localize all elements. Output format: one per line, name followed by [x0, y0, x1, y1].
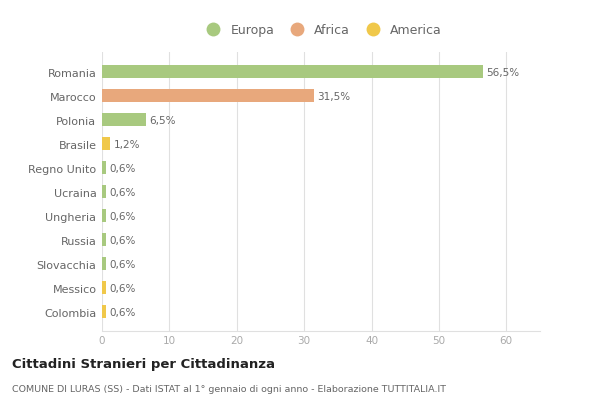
Text: 31,5%: 31,5%	[317, 91, 351, 101]
Bar	[102, 90, 314, 103]
Text: 56,5%: 56,5%	[486, 67, 519, 77]
Bar	[102, 281, 106, 294]
Bar	[102, 162, 106, 175]
Bar	[102, 66, 483, 79]
Text: 0,6%: 0,6%	[109, 187, 136, 197]
Bar	[102, 306, 106, 319]
Text: 0,6%: 0,6%	[109, 259, 136, 269]
Text: 0,6%: 0,6%	[109, 211, 136, 221]
Bar	[102, 209, 106, 223]
Bar	[102, 138, 110, 151]
Text: 0,6%: 0,6%	[109, 235, 136, 245]
Bar	[102, 114, 146, 127]
Text: 6,5%: 6,5%	[149, 115, 176, 125]
Text: Cittadini Stranieri per Cittadinanza: Cittadini Stranieri per Cittadinanza	[12, 357, 275, 370]
Text: 0,6%: 0,6%	[109, 163, 136, 173]
Text: 0,6%: 0,6%	[109, 307, 136, 317]
Text: 0,6%: 0,6%	[109, 283, 136, 293]
Bar	[102, 234, 106, 247]
Bar	[102, 258, 106, 271]
Legend: Europa, Africa, America: Europa, Africa, America	[197, 20, 445, 41]
Text: COMUNE DI LURAS (SS) - Dati ISTAT al 1° gennaio di ogni anno - Elaborazione TUTT: COMUNE DI LURAS (SS) - Dati ISTAT al 1° …	[12, 384, 446, 393]
Bar	[102, 186, 106, 199]
Text: 1,2%: 1,2%	[113, 139, 140, 149]
